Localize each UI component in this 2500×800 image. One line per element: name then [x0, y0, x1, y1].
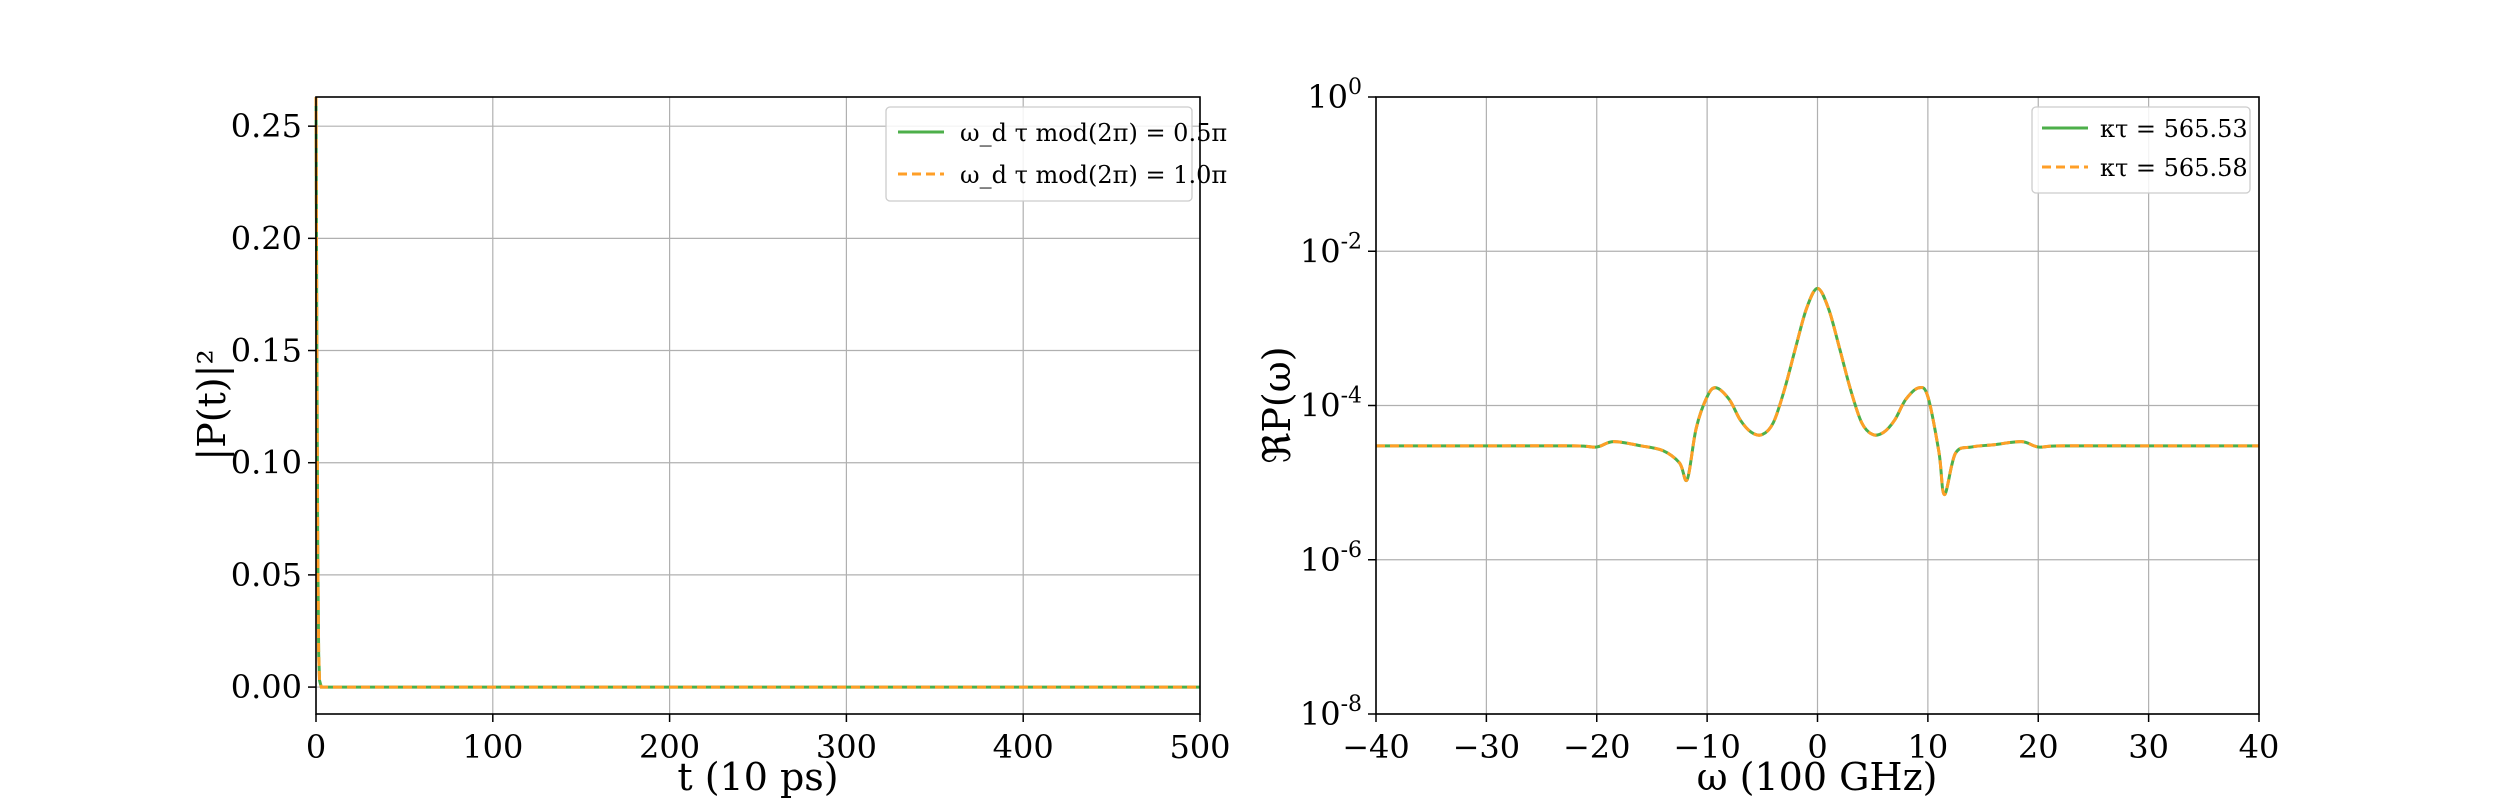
left-x-tick-label: 0	[306, 728, 326, 766]
left-x-tick-label: 400	[993, 728, 1054, 766]
right-y-ticks: 100 10-2 10-4 10-6 10-8	[1300, 75, 1376, 733]
left-y-tick-label: 0.00	[231, 668, 302, 706]
left-x-ticks: 0 100 200 300 400 500	[306, 714, 1231, 766]
right-x-tick-label: 40	[2239, 728, 2280, 766]
right-legend: κτ = 565.53 κτ = 565.58	[2031, 106, 2251, 194]
left-y-tick-label: 0.15	[231, 332, 302, 370]
left-y-ticks: 0.00 0.05 0.10 0.15 0.20 0.25	[231, 107, 316, 706]
right-x-tick-label: 10	[1908, 728, 1949, 766]
right-x-tick-label: 20	[2018, 728, 2059, 766]
right-plot: −40 −30 −20 −10 0 10 20 30 40 100 10-2 10-4 10-6 10-…	[1255, 75, 2279, 799]
right-series-line-2	[1376, 286, 2259, 497]
right-y-tick-label: 100	[1307, 75, 1362, 116]
right-x-ticks: −40 −30 −20 −10 0 10 20 30 40	[1342, 714, 2279, 766]
left-y-axis-label: |P(t)|²	[190, 349, 234, 460]
left-x-tick-label: 100	[462, 728, 523, 766]
left-y-tick-label: 0.10	[231, 444, 302, 482]
left-legend-label-2: ω_d τ mod(2π) = 1.0π	[960, 161, 1227, 189]
right-series-lines	[1376, 286, 2259, 497]
left-y-tick-label: 0.20	[231, 219, 302, 257]
right-x-tick-label: 30	[2128, 728, 2169, 766]
right-y-tick-label: 10-6	[1300, 538, 1362, 579]
right-y-tick-label: 10-8	[1300, 692, 1362, 733]
left-y-tick-label: 0.05	[231, 556, 302, 594]
left-legend: ω_d τ mod(2π) = 0.5π ω_d τ mod(2π) = 1.0…	[885, 106, 1227, 202]
left-legend-box	[885, 106, 1193, 202]
left-x-axis-label: t (10 ps)	[677, 755, 838, 799]
left-series-line-2	[314, 96, 1200, 689]
right-legend-label-1: κτ = 565.53	[2100, 115, 2248, 143]
right-x-tick-label: −40	[1342, 728, 1410, 766]
right-y-axis-label: ℜP(ω)	[1255, 346, 1299, 463]
right-x-axis-label: ω (100 GHz)	[1697, 755, 1938, 799]
left-x-tick-label: 200	[639, 728, 700, 766]
right-x-tick-label: −30	[1453, 728, 1521, 766]
right-y-tick-label: 10-4	[1300, 384, 1362, 425]
right-y-tick-label: 10-2	[1300, 229, 1362, 270]
right-x-tick-label: −10	[1673, 728, 1741, 766]
left-x-tick-label: 500	[1169, 728, 1230, 766]
right-x-tick-label: 0	[1807, 728, 1827, 766]
left-legend-label-1: ω_d τ mod(2π) = 0.5π	[960, 119, 1227, 147]
left-y-tick-label: 0.25	[231, 107, 302, 145]
left-series-lines	[314, 96, 1200, 689]
left-plot-frame	[315, 96, 1201, 715]
right-x-tick-label: −20	[1563, 728, 1631, 766]
left-plot: 0 100 200 300 400 500 0.00 0.05 0.10 0.15 0.20 0.2…	[190, 96, 1231, 799]
left-x-tick-label: 300	[816, 728, 877, 766]
right-legend-label-2: κτ = 565.58	[2100, 154, 2248, 182]
